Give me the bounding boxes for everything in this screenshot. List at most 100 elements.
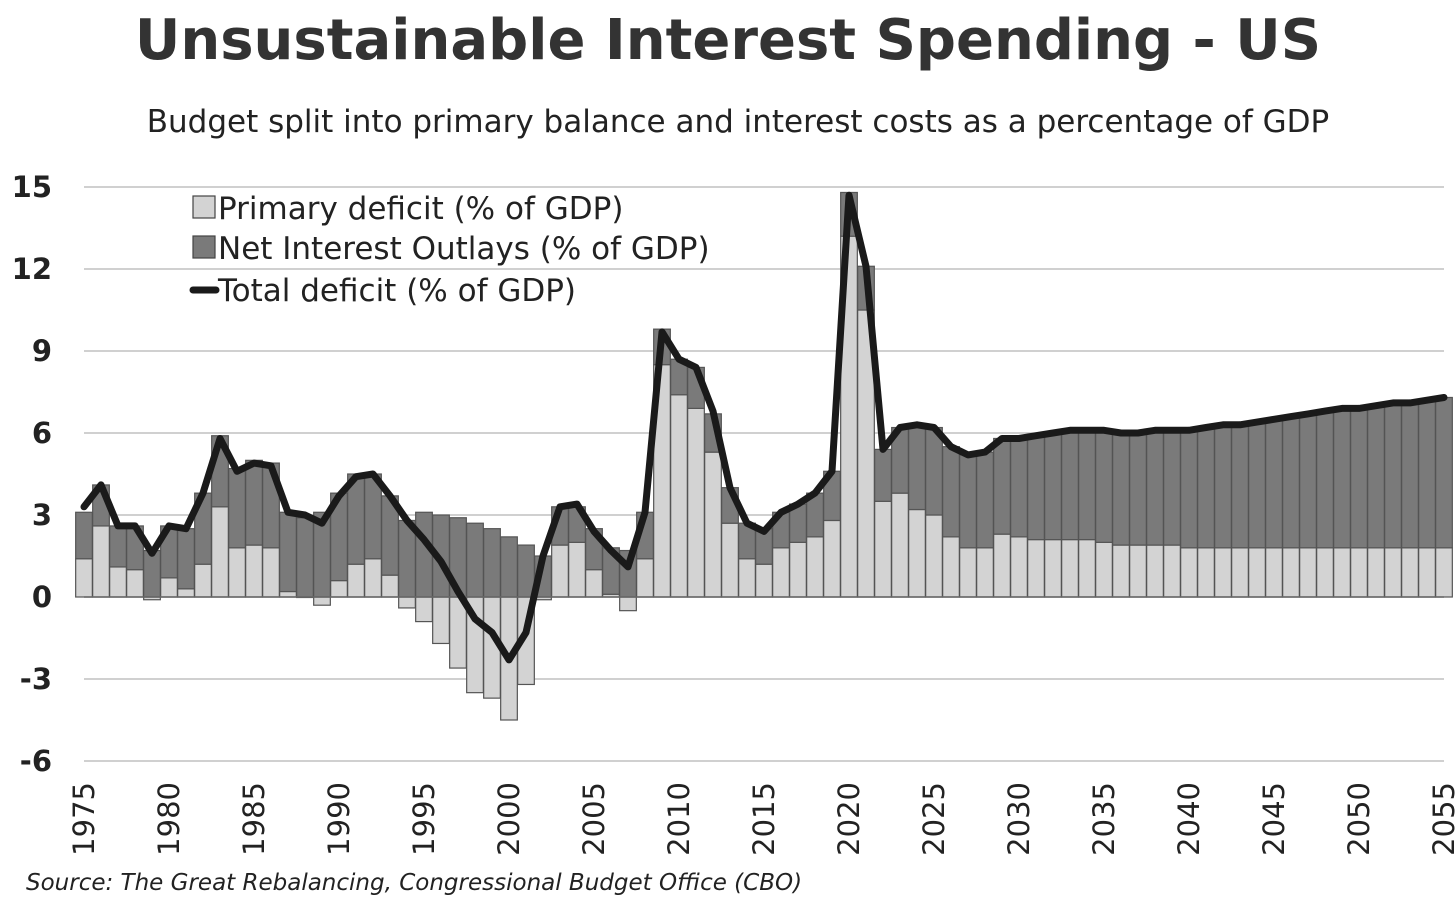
legend-label: Primary deficit (% of GDP) bbox=[218, 191, 623, 227]
primary-deficit-bar bbox=[670, 394, 688, 598]
net-interest-bar bbox=[1384, 402, 1402, 549]
net-interest-bar bbox=[1333, 407, 1351, 549]
x-tick-label: 1995 bbox=[407, 782, 441, 856]
primary-deficit-bar bbox=[1367, 547, 1385, 598]
y-tick-label: 0 bbox=[32, 580, 52, 614]
net-interest-bar bbox=[483, 528, 501, 598]
primary-deficit-bar bbox=[687, 407, 705, 598]
net-interest-bar bbox=[1112, 432, 1130, 546]
primary-deficit-bar bbox=[942, 536, 960, 598]
primary-deficit-bar bbox=[619, 596, 637, 612]
primary-deficit-bar bbox=[806, 536, 824, 598]
primary-deficit-bar bbox=[245, 544, 263, 598]
net-interest-bar bbox=[908, 424, 926, 511]
primary-deficit-bar bbox=[636, 558, 654, 598]
net-interest-bar bbox=[517, 544, 535, 598]
x-tick-label: 2045 bbox=[1257, 782, 1291, 856]
net-interest-bar bbox=[1146, 429, 1164, 546]
x-tick-label: 1980 bbox=[152, 782, 186, 856]
primary-deficit-bar bbox=[993, 533, 1011, 598]
primary-deficit-bar bbox=[1078, 538, 1096, 598]
primary-deficit-bar bbox=[789, 541, 807, 598]
primary-deficit-bar bbox=[1248, 547, 1266, 598]
x-tick-label: 2040 bbox=[1172, 782, 1206, 856]
y-tick-label: 12 bbox=[12, 252, 52, 286]
primary-deficit-bar bbox=[1129, 544, 1147, 598]
net-interest-bar bbox=[1316, 410, 1334, 549]
chart-title: Unsustainable Interest Spending - US bbox=[134, 8, 1322, 73]
net-interest-bar bbox=[228, 467, 246, 549]
net-interest-bar bbox=[1231, 424, 1249, 549]
primary-deficit-bar bbox=[585, 569, 603, 598]
net-interest-bar bbox=[1299, 413, 1317, 549]
x-tick-label: 1975 bbox=[67, 782, 101, 856]
primary-deficit-bar bbox=[160, 577, 178, 598]
primary-deficit-bar bbox=[704, 451, 722, 598]
primary-deficit-bar bbox=[92, 525, 110, 598]
primary-deficit-bar bbox=[1265, 547, 1283, 598]
primary-deficit-bar bbox=[1231, 547, 1249, 598]
net-interest-bar bbox=[1350, 407, 1368, 549]
net-interest-bar bbox=[1061, 429, 1079, 541]
primary-deficit-bar bbox=[721, 522, 739, 598]
net-interest-bar bbox=[500, 536, 518, 598]
bars bbox=[75, 191, 1453, 721]
primary-deficit-bar bbox=[381, 574, 399, 598]
primary-deficit-bar bbox=[432, 596, 450, 645]
y-tick-label: 3 bbox=[32, 498, 52, 532]
primary-deficit-bar bbox=[1095, 541, 1113, 598]
primary-deficit-bar bbox=[959, 547, 977, 598]
primary-deficit-bar bbox=[925, 514, 943, 598]
primary-deficit-bar bbox=[177, 588, 195, 598]
y-tick-label: 6 bbox=[32, 416, 52, 450]
net-interest-bar bbox=[993, 437, 1011, 535]
primary-deficit-bar bbox=[126, 569, 144, 598]
net-interest-bar bbox=[1163, 429, 1181, 546]
primary-deficit-bar bbox=[772, 547, 790, 598]
net-interest-bar bbox=[1129, 432, 1147, 546]
net-interest-bar bbox=[143, 549, 161, 598]
net-interest-bar bbox=[1027, 435, 1045, 541]
primary-deficit-bar bbox=[1435, 547, 1453, 598]
chart-subtitle: Budget split into primary balance and in… bbox=[146, 104, 1330, 140]
net-interest-bar bbox=[1418, 399, 1436, 549]
x-tick-label: 2010 bbox=[662, 782, 696, 856]
primary-deficit-bar bbox=[1112, 544, 1130, 598]
primary-deficit-bar bbox=[1044, 538, 1062, 598]
net-interest-bar bbox=[1265, 418, 1283, 549]
primary-deficit-bar bbox=[908, 508, 926, 598]
chart-source: Source: The Great Rebalancing, Congressi… bbox=[26, 870, 803, 896]
primary-deficit-bar bbox=[313, 596, 331, 606]
primary-deficit-bar bbox=[1350, 547, 1368, 598]
primary-deficit-bar bbox=[194, 563, 212, 598]
primary-deficit-bar bbox=[551, 544, 569, 598]
x-axis-ticks: 1975 1980 1985 1990 1995 2000 2005 2010 2015 2020… bbox=[67, 782, 1456, 856]
x-tick-label: 1990 bbox=[322, 782, 356, 856]
primary-deficit-bar bbox=[1299, 547, 1317, 598]
net-interest-bar bbox=[1435, 396, 1453, 549]
primary-deficit-bar bbox=[1180, 547, 1198, 598]
y-axis-ticks: 15 12 9 6 3 0 -3 -6 bbox=[12, 170, 52, 778]
primary-deficit-bar bbox=[738, 558, 756, 598]
primary-deficit-bar bbox=[823, 519, 841, 598]
primary-deficit-bar bbox=[1401, 547, 1419, 598]
primary-deficit-bar bbox=[347, 563, 365, 598]
total-deficit-line-layer bbox=[80, 191, 1448, 664]
primary-deficit-bar bbox=[1197, 547, 1215, 598]
net-interest-bar bbox=[296, 517, 314, 598]
net-interest-bar bbox=[1010, 437, 1028, 538]
net-interest-bar bbox=[1248, 421, 1266, 549]
net-interest-bar bbox=[1180, 429, 1198, 549]
net-interest-bar bbox=[415, 511, 433, 598]
net-interest-bar bbox=[279, 511, 297, 593]
net-interest-bar bbox=[1078, 429, 1096, 541]
net-interest-bar bbox=[1044, 432, 1062, 541]
primary-deficit-bar bbox=[1418, 547, 1436, 598]
legend-swatch bbox=[192, 195, 216, 219]
y-tick-label: 15 bbox=[12, 170, 52, 204]
net-interest-bar bbox=[245, 459, 263, 546]
primary-deficit-bar bbox=[1282, 547, 1300, 598]
primary-deficit-bar bbox=[415, 596, 433, 623]
net-interest-bar bbox=[1197, 426, 1215, 549]
